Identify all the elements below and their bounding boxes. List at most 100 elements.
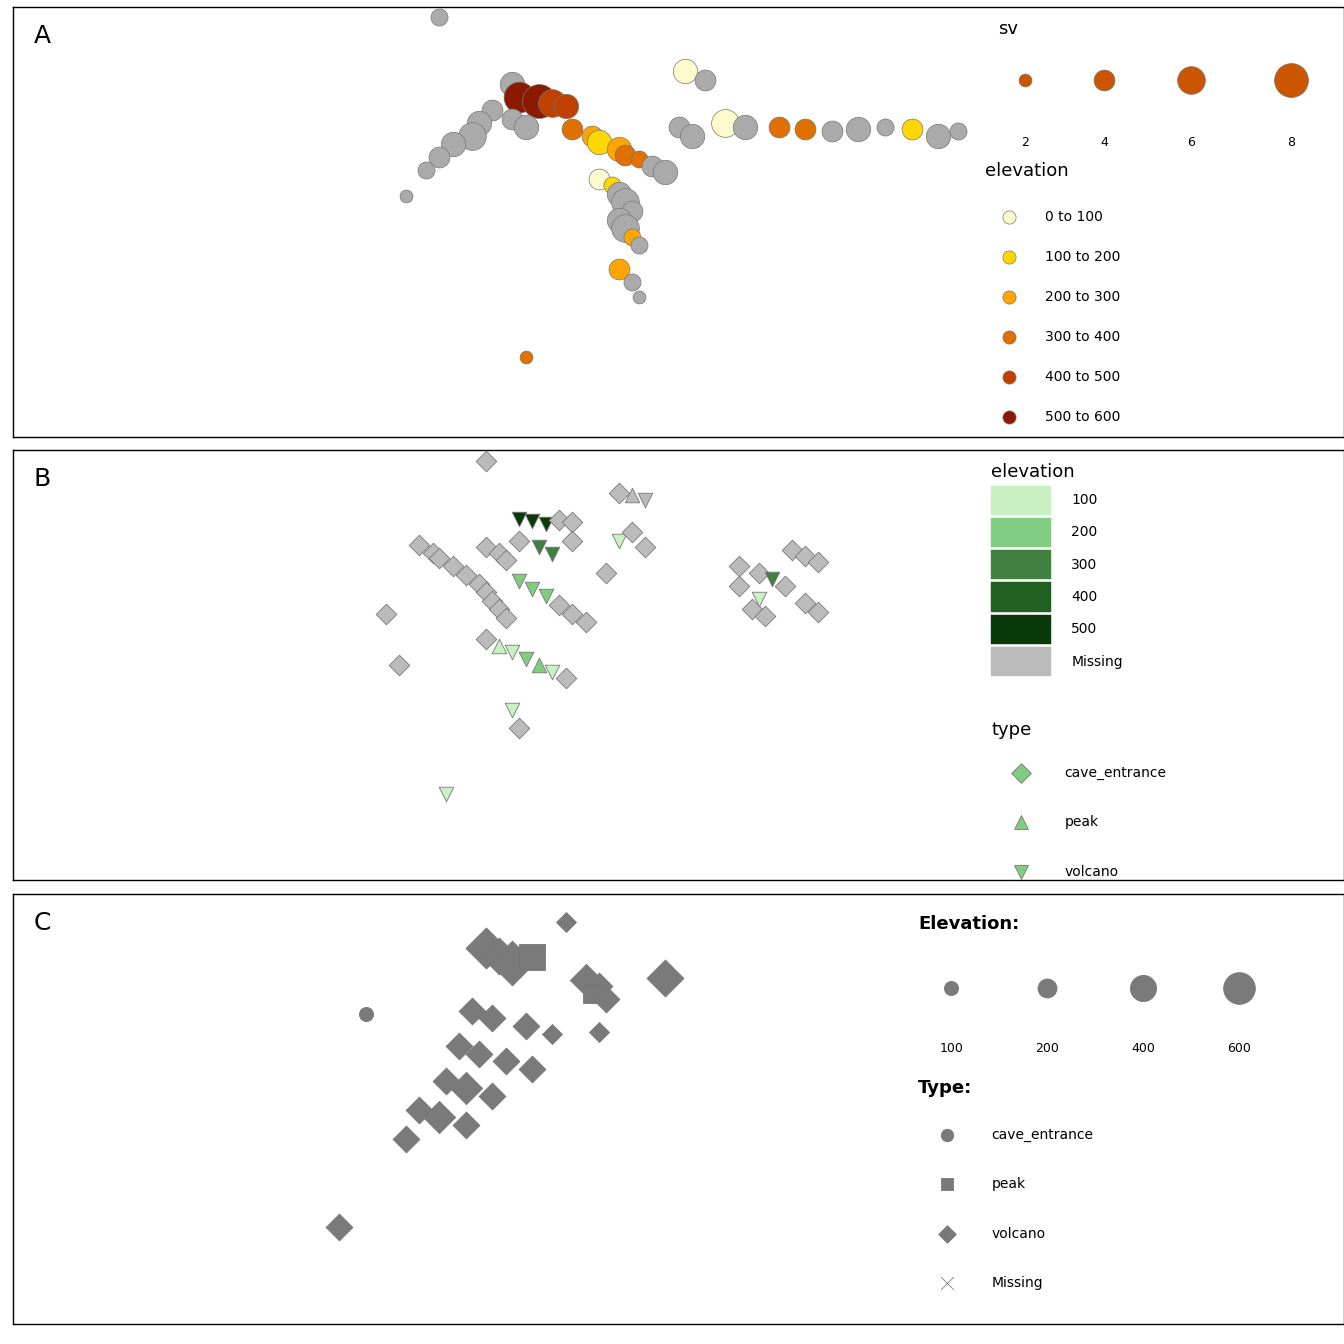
Point: [741, 598, 762, 620]
Point: [607, 138, 629, 160]
Point: [999, 247, 1020, 269]
Point: [555, 911, 577, 933]
Text: type: type: [992, 722, 1032, 739]
Point: [521, 578, 543, 599]
Point: [495, 550, 516, 571]
Point: [474, 582, 496, 603]
Point: [999, 207, 1020, 228]
Point: [508, 530, 530, 551]
Point: [767, 117, 789, 138]
Text: 0 to 100: 0 to 100: [1044, 211, 1102, 224]
Point: [900, 118, 922, 140]
Point: [1013, 69, 1035, 90]
Point: [601, 175, 622, 196]
Point: [429, 146, 450, 168]
Point: [1133, 977, 1154, 999]
Point: [488, 945, 509, 966]
Point: [874, 117, 895, 138]
Point: [422, 543, 444, 564]
Point: [429, 547, 450, 569]
Text: 400: 400: [1132, 1042, 1154, 1055]
Bar: [992, 614, 1051, 644]
Point: [999, 446, 1020, 468]
Point: [941, 977, 962, 999]
Point: [508, 571, 530, 593]
Point: [1228, 977, 1250, 999]
Point: [395, 185, 417, 207]
Point: [927, 125, 949, 146]
Point: [715, 112, 737, 133]
Text: 300: 300: [1071, 558, 1098, 571]
Point: [528, 90, 550, 112]
Point: [607, 208, 629, 230]
Text: 600: 600: [1227, 1042, 1251, 1055]
Text: cave_entrance: cave_entrance: [1064, 766, 1167, 780]
Point: [501, 108, 523, 129]
Point: [634, 536, 656, 558]
Point: [462, 1000, 484, 1021]
Point: [488, 543, 509, 564]
Point: [754, 605, 775, 626]
Point: [734, 117, 755, 138]
Point: [1036, 977, 1058, 999]
Point: [508, 508, 530, 530]
Point: [937, 1273, 958, 1294]
Point: [409, 1099, 430, 1121]
Point: [481, 590, 503, 612]
Point: [562, 603, 583, 625]
Bar: [992, 485, 1051, 515]
Bar: [992, 517, 1051, 547]
Point: [728, 555, 750, 577]
Point: [589, 132, 610, 153]
Point: [1094, 69, 1116, 90]
Point: [562, 118, 583, 140]
Point: [501, 700, 523, 722]
Point: [675, 60, 696, 82]
Point: [1009, 812, 1031, 833]
Point: [429, 1106, 450, 1128]
Point: [848, 118, 870, 140]
Text: 400: 400: [1071, 590, 1098, 603]
Point: [999, 286, 1020, 308]
Text: cave_entrance: cave_entrance: [992, 1128, 1094, 1141]
Point: [388, 655, 410, 676]
Text: C: C: [34, 911, 51, 935]
Text: peak: peak: [1064, 816, 1098, 829]
Point: [575, 612, 597, 633]
Point: [562, 511, 583, 532]
Point: [781, 539, 802, 560]
Text: peak: peak: [992, 1177, 1025, 1191]
Point: [621, 521, 642, 543]
Point: [468, 1043, 489, 1064]
Point: [794, 544, 816, 566]
Point: [589, 168, 610, 190]
Point: [468, 573, 489, 594]
Text: Type:: Type:: [918, 1079, 973, 1097]
Point: [1180, 69, 1202, 90]
Bar: [992, 646, 1051, 676]
Point: [542, 543, 563, 564]
Point: [535, 586, 556, 607]
Text: elevation: elevation: [992, 464, 1075, 481]
Point: [808, 551, 829, 573]
Point: [409, 534, 430, 555]
Text: 300 to 400: 300 to 400: [1044, 331, 1120, 344]
Point: [501, 74, 523, 95]
Point: [515, 117, 536, 138]
Text: Missing: Missing: [1071, 655, 1122, 668]
Point: [474, 450, 496, 472]
Point: [937, 1223, 958, 1245]
Point: [501, 641, 523, 663]
Point: [468, 112, 489, 133]
Point: [501, 952, 523, 973]
Point: [474, 937, 496, 958]
Point: [462, 125, 484, 146]
Point: [621, 485, 642, 507]
Point: [999, 407, 1020, 429]
Point: [508, 86, 530, 108]
Point: [548, 509, 570, 531]
Point: [415, 160, 437, 181]
Text: 200 to 300: 200 to 300: [1044, 290, 1120, 305]
Point: [449, 1036, 470, 1058]
Point: [761, 569, 782, 590]
